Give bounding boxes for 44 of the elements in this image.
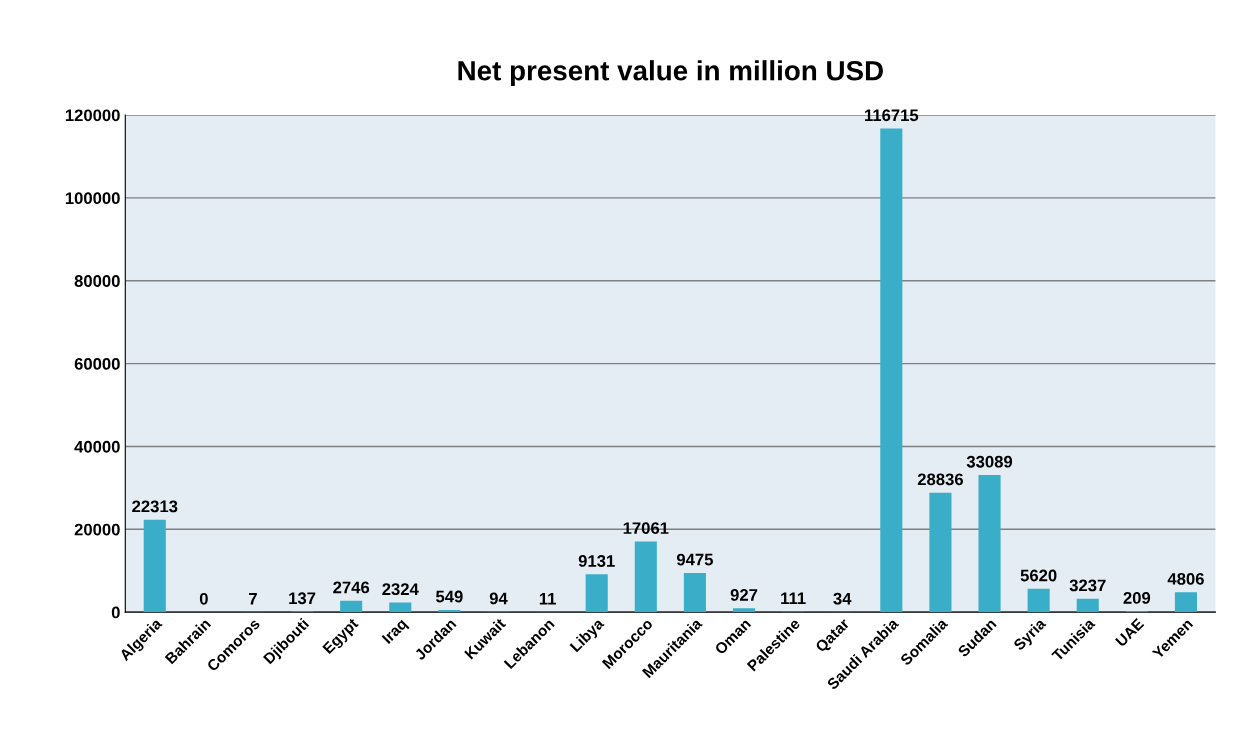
data-label: 549 [436, 590, 463, 603]
y-tick-label: 20000 [74, 523, 120, 536]
bar [634, 541, 657, 613]
bar [1076, 598, 1099, 613]
data-label: 4806 [1167, 572, 1204, 585]
bar [340, 600, 363, 613]
data-label: 2746 [333, 581, 370, 594]
data-label: 17061 [623, 522, 669, 535]
data-label: 3237 [1069, 579, 1106, 592]
bar [929, 492, 952, 613]
data-label: 34 [833, 592, 852, 605]
bar [880, 128, 903, 613]
bar [1027, 588, 1050, 613]
bar [389, 602, 412, 613]
data-label: 22313 [132, 500, 178, 513]
bar [978, 475, 1001, 613]
data-label: 209 [1123, 592, 1151, 604]
y-tick-label: 40000 [74, 440, 120, 453]
data-label: 11 [539, 593, 556, 605]
data-label: 111 [781, 592, 806, 605]
chart-title: Net present value in million USD [458, 60, 883, 87]
data-label: 0 [199, 592, 208, 605]
data-label: 116715 [865, 109, 919, 122]
bar [683, 572, 706, 613]
data-label: 9131 [578, 555, 615, 567]
bar [1174, 592, 1197, 613]
x-tick-label: Iraq [381, 618, 410, 647]
data-label: 28836 [917, 473, 963, 486]
data-label: 94 [489, 592, 508, 605]
bar [585, 574, 608, 613]
bar [732, 608, 756, 613]
y-tick-label: 0 [111, 606, 120, 619]
y-tick-label: 120000 [65, 109, 120, 122]
data-label: 5620 [1020, 569, 1057, 582]
y-tick-label: 100000 [65, 192, 120, 205]
data-label: 137 [289, 592, 316, 605]
bar [143, 519, 166, 613]
data-label: 33089 [966, 455, 1013, 468]
data-label: 7 [249, 593, 257, 605]
y-tick-label: 60000 [74, 357, 120, 370]
data-label: 927 [730, 589, 758, 601]
y-tick-label: 80000 [74, 275, 120, 287]
data-label: 9475 [676, 553, 713, 566]
data-label: 2324 [382, 583, 419, 596]
